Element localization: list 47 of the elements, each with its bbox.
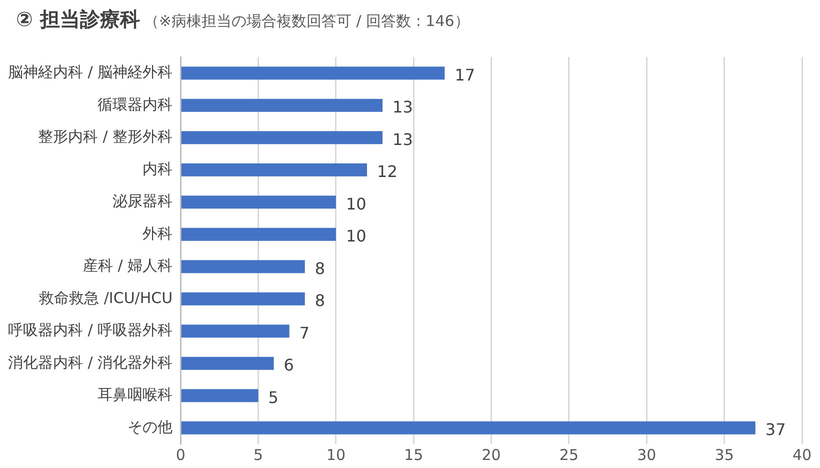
y-tick-label: 救命救急 /ICU/HCU	[38, 288, 173, 307]
x-tick-label: 0	[176, 446, 186, 464]
x-tick-label: 15	[404, 446, 424, 464]
x-tick-label: 35	[714, 446, 734, 464]
bar	[181, 66, 445, 80]
y-tick-label: 産科 / 婦人科	[82, 256, 173, 275]
x-tick-label: 25	[559, 446, 579, 464]
bar	[181, 421, 756, 434]
data-label: 17	[454, 65, 476, 84]
data-label: 7	[299, 323, 310, 342]
bar	[181, 356, 274, 370]
bar	[181, 292, 305, 306]
y-tick-label: 耳鼻咽喉科	[98, 386, 173, 404]
data-label: 10	[346, 226, 366, 246]
x-tick-label: 5	[253, 446, 264, 464]
bar	[181, 389, 258, 402]
x-tick-label: 30	[637, 446, 656, 464]
y-tick-label: 呼吸器内科 / 呼吸器外科	[8, 321, 173, 340]
y-tick-label: 消化器内科 / 消化器外科	[8, 353, 173, 372]
chart-subtitle: （※病棟担当の場合複数回答可 / 回答数 : 146）	[144, 12, 470, 31]
y-tick-label: 内科	[142, 160, 173, 178]
data-label: 8	[314, 258, 326, 278]
data-label: 13	[392, 130, 413, 149]
y-tick-label: 泌尿器科	[112, 192, 173, 210]
data-label: 37	[765, 420, 786, 440]
bar	[181, 196, 336, 209]
x-tick-label: 40	[792, 446, 812, 464]
bar	[181, 131, 383, 144]
y-tick-label: 整形内科 / 整形外科	[38, 128, 173, 146]
x-tick-label: 20	[482, 446, 501, 464]
y-tick-label: 外科	[142, 224, 173, 242]
y-tick-label: 循環器内科	[98, 95, 173, 114]
y-tick-label: 脳神経内科 / 脳神経外科	[8, 63, 173, 82]
data-label: 6	[284, 356, 294, 375]
x-tick-label: 10	[326, 446, 346, 464]
y-tick-label: その他	[128, 418, 173, 436]
data-label: 8	[314, 291, 326, 310]
bar	[181, 98, 383, 112]
data-label: 10	[346, 194, 366, 214]
bar	[181, 228, 336, 241]
chart-title: ② 担当診療科	[16, 6, 140, 33]
bar	[181, 324, 290, 338]
data-label: 12	[377, 162, 398, 182]
bar	[181, 163, 368, 176]
data-label: 5	[268, 388, 278, 407]
bar	[181, 260, 305, 274]
data-label: 13	[392, 98, 413, 117]
